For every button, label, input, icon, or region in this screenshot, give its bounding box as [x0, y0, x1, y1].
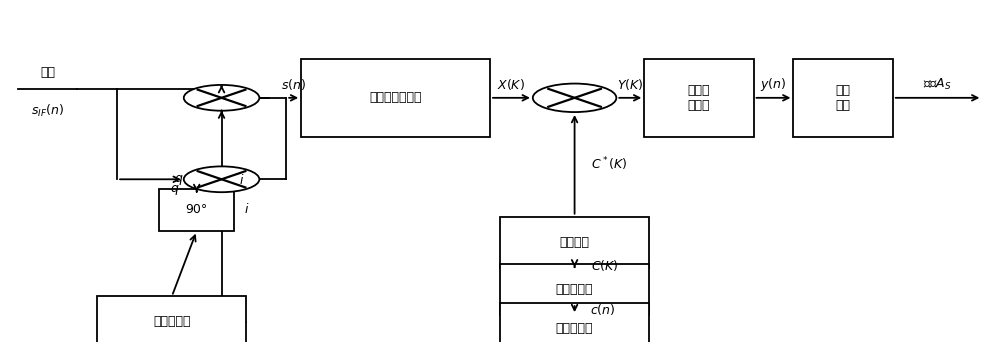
Text: 取模
平方: 取模 平方	[836, 84, 851, 112]
Text: 矩阵$A_S$: 矩阵$A_S$	[923, 77, 952, 92]
Text: $X(K)$: $X(K)$	[497, 77, 525, 92]
Text: $i$: $i$	[244, 203, 249, 217]
Text: $Y(K)$: $Y(K)$	[617, 77, 644, 92]
Text: 输入: 输入	[40, 66, 55, 79]
Text: 90°: 90°	[186, 203, 208, 216]
Bar	[301, 59, 490, 137]
Text: 复数傅立叶变换: 复数傅立叶变换	[369, 91, 422, 104]
Text: $q$: $q$	[174, 173, 184, 187]
Text: 复数共轭: 复数共轭	[560, 236, 590, 249]
Bar	[644, 59, 754, 137]
Text: $y(n)$: $y(n)$	[760, 76, 787, 93]
Text: $q$: $q$	[170, 184, 180, 197]
Bar	[159, 189, 234, 231]
Bar	[793, 59, 893, 137]
Bar	[97, 296, 246, 345]
Text: $s(n)$: $s(n)$	[281, 77, 306, 92]
Circle shape	[184, 85, 259, 111]
Text: $c(n)$: $c(n)$	[590, 302, 615, 317]
Text: $C^*(K)$: $C^*(K)$	[591, 156, 628, 173]
Text: 载波发生器: 载波发生器	[153, 315, 191, 328]
Bar	[500, 303, 649, 345]
Text: $i$: $i$	[239, 173, 244, 187]
Bar	[500, 264, 649, 315]
Text: 傅立叶
反变换: 傅立叶 反变换	[688, 84, 710, 112]
Bar	[500, 217, 649, 267]
Text: 伪码发生器: 伪码发生器	[556, 322, 593, 335]
Circle shape	[533, 83, 616, 112]
Text: 傅立叶变换: 傅立叶变换	[556, 283, 593, 296]
Text: $C(K)$: $C(K)$	[591, 258, 618, 273]
Text: $s_{IF}(n)$: $s_{IF}(n)$	[31, 104, 64, 119]
Circle shape	[184, 166, 259, 192]
